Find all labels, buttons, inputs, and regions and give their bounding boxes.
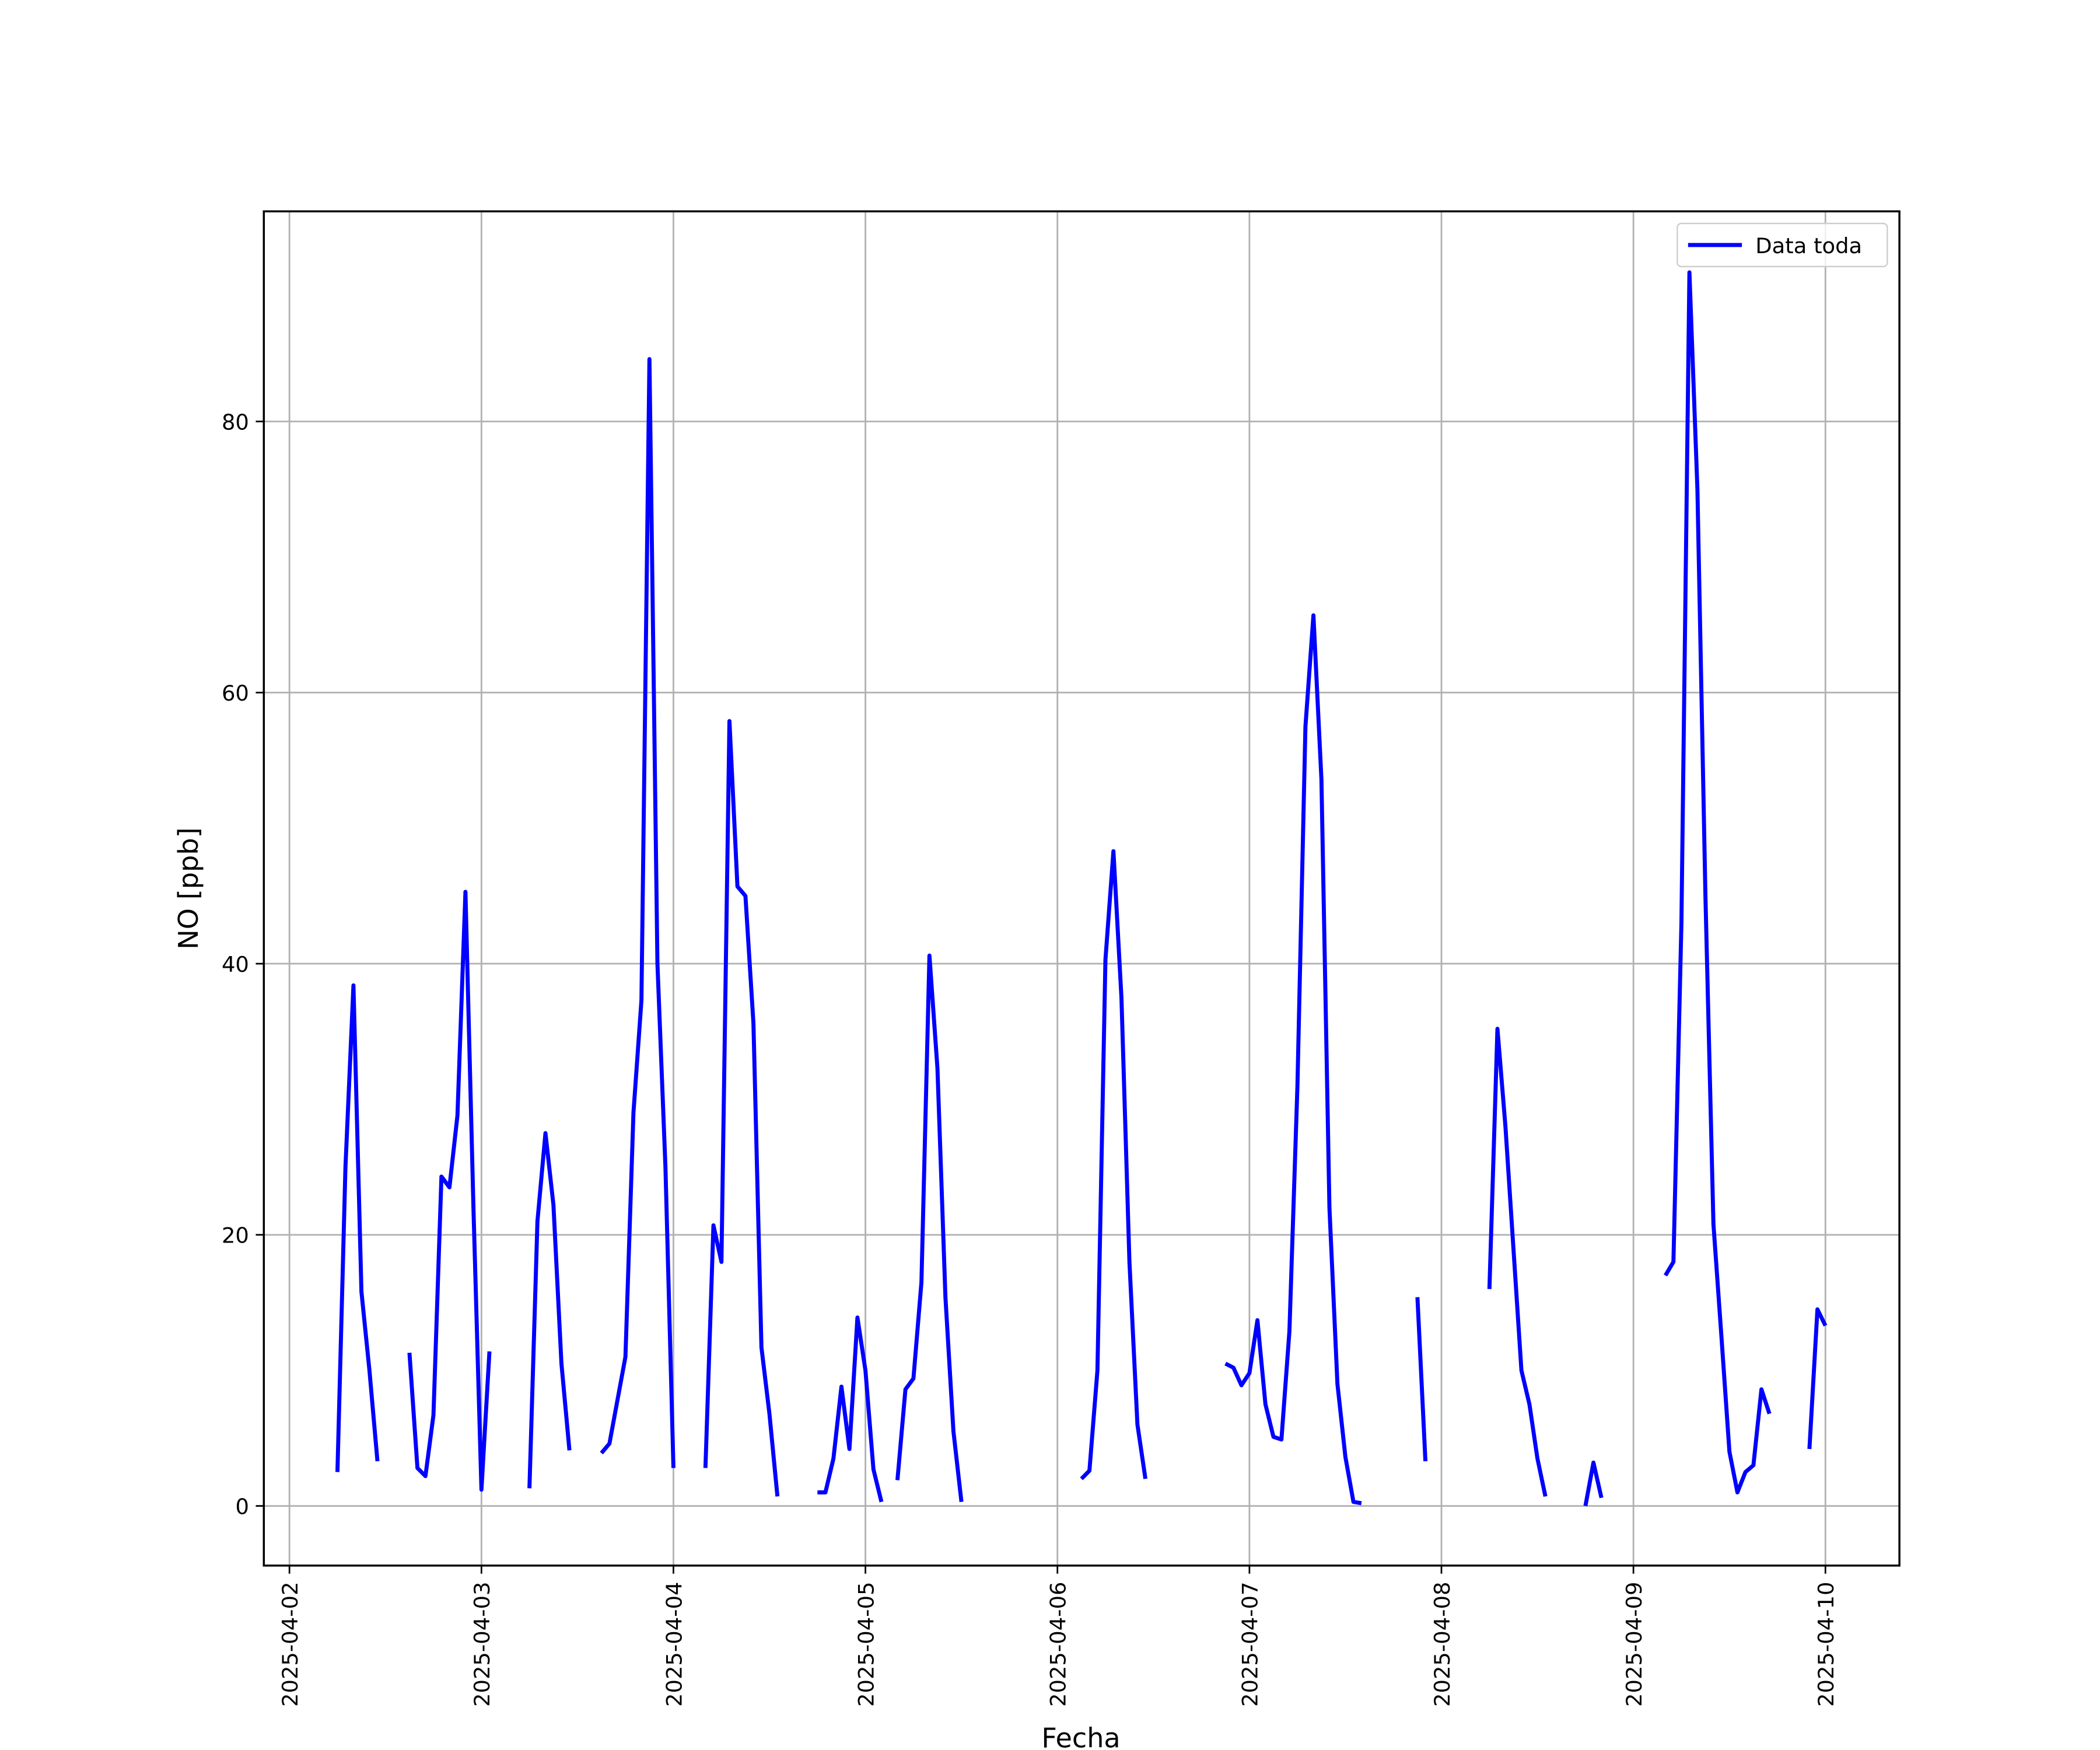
x-tick-label: 2025-04-04 (662, 1582, 687, 1707)
x-tick-label: 2025-04-10 (1814, 1582, 1839, 1707)
legend-label: Data toda (1755, 233, 1862, 258)
y-tick-label: 60 (222, 681, 249, 706)
x-tick-label: 2025-04-03 (470, 1582, 495, 1707)
x-tick-label: 2025-04-02 (278, 1582, 303, 1707)
y-tick-label: 0 (235, 1494, 249, 1519)
plot-frame (262, 210, 1901, 1567)
legend: Data toda (1676, 222, 1888, 268)
grid-layer (264, 211, 1900, 1566)
y-tick-label: 20 (222, 1223, 249, 1248)
x-tick-label: 2025-04-07 (1238, 1582, 1263, 1707)
data-layer (335, 270, 1828, 1507)
x-tick-label: 2025-04-05 (853, 1582, 878, 1707)
x-axis-label: Fecha (1041, 1722, 1120, 1750)
x-tick-label: 2025-04-08 (1430, 1582, 1455, 1707)
y-tick-label: 40 (222, 952, 249, 977)
data-line (335, 270, 1828, 1507)
legend-box (1676, 222, 1888, 268)
y-axis-label: NO [ppb] (173, 827, 204, 949)
x-tick-label: 2025-04-06 (1046, 1582, 1071, 1707)
x-tick-label: 2025-04-09 (1622, 1582, 1647, 1707)
y-tick-label: 80 (222, 410, 249, 435)
tick-layer: 0 20 40 60 80 2025-04-02 2025-04-03 2025-04-04 2… (222, 410, 1839, 1707)
